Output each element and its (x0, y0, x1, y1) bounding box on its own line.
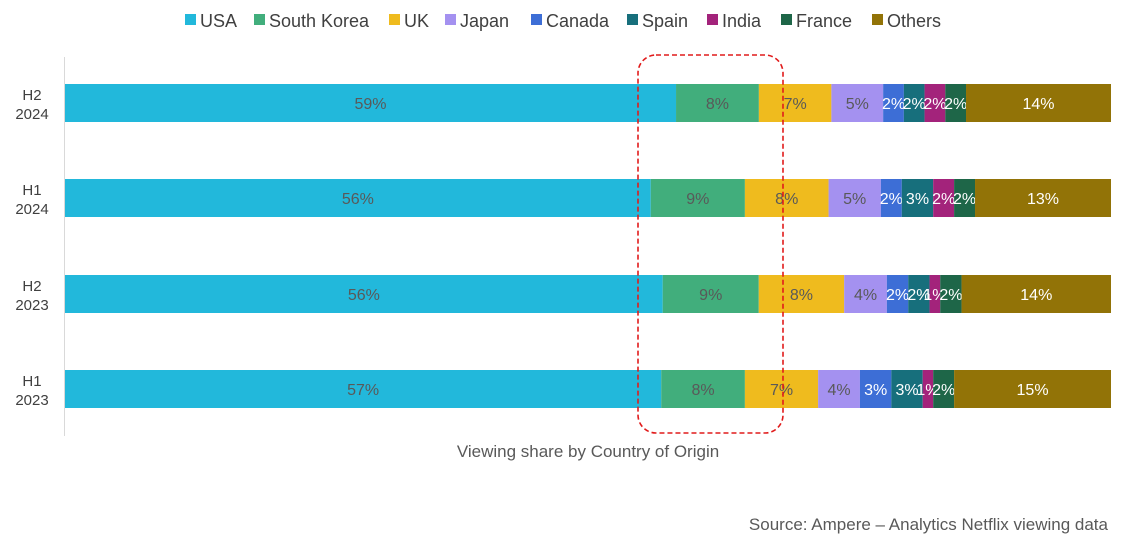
legend-label-south-korea: South Korea (269, 11, 370, 31)
legend: USA South Korea UK Japan Canada Spain India Fra… (185, 11, 941, 31)
bar-segment-south-korea (676, 84, 759, 122)
bar-segment-usa (65, 179, 651, 217)
data-label-japan: 5% (843, 191, 866, 208)
bar-segment-france (954, 179, 976, 217)
legend-label-uk: UK (404, 11, 429, 31)
bar-segment-india (933, 179, 955, 217)
bar-segment-canada (859, 370, 892, 408)
legend-label-usa: USA (200, 11, 237, 31)
bar-segment-south-korea (662, 275, 759, 313)
bar-segment-uk (744, 179, 829, 217)
bar-segment-japan (818, 370, 860, 408)
legend-label-spain: Spain (642, 11, 688, 31)
bar-segment-canada (880, 179, 902, 217)
bar-segment-usa (65, 275, 663, 313)
legend-swatch-india (707, 14, 718, 25)
legend-label-others: Others (887, 11, 941, 31)
data-label-japan: 4% (827, 382, 850, 399)
legend-swatch-others (872, 14, 883, 25)
data-label-spain: 2% (903, 96, 926, 113)
bar-segment-france (933, 370, 955, 408)
data-label-south-korea: 9% (699, 287, 722, 304)
data-label-south-korea: 8% (706, 96, 729, 113)
bar-segment-usa (65, 84, 677, 122)
data-label-usa: 59% (354, 96, 386, 113)
data-label-canada: 2% (882, 96, 905, 113)
bar-segment-japan (844, 275, 887, 313)
data-label-others: 14% (1020, 287, 1052, 304)
bar-segment-canada (886, 275, 909, 313)
legend-label-france: France (796, 11, 852, 31)
category-label: H1 2024 (15, 182, 48, 218)
bar-segment-spain (891, 370, 923, 408)
bar-segment-others (954, 370, 1111, 408)
data-label-canada: 3% (864, 382, 887, 399)
data-label-france: 2% (944, 96, 967, 113)
category-label: H1 2023 (15, 373, 48, 409)
data-label-india: 2% (932, 191, 955, 208)
data-label-france: 2% (932, 382, 955, 399)
data-label-usa: 56% (348, 287, 380, 304)
data-label-canada: 2% (886, 287, 909, 304)
bar-segment-uk (758, 275, 845, 313)
data-label-japan: 4% (854, 287, 877, 304)
data-label-spain: 3% (895, 382, 918, 399)
bar-segment-france (945, 84, 967, 122)
bar-segment-india (922, 370, 934, 408)
legend-label-japan: Japan (460, 11, 509, 31)
data-label-uk: 7% (770, 382, 793, 399)
bar-segment-south-korea (650, 179, 745, 217)
bar-segment-japan (828, 179, 881, 217)
data-label-canada: 2% (880, 191, 903, 208)
bar-segment-others (975, 179, 1111, 217)
source-note: Source: Ampere – Analytics Netflix viewi… (749, 515, 1109, 534)
category-label: H2 2024 (15, 87, 48, 123)
bars: 59% 8% 7% 5% 2%2%2%2% 14%56% 9% 8% 5% 2% 3% 2%2% 13%… (65, 84, 1111, 408)
category-label: H2 2023 (15, 278, 48, 314)
bar-segment-japan (831, 84, 884, 122)
bar-segment-south-korea (661, 370, 745, 408)
bar-segment-spain (901, 179, 934, 217)
data-label-others: 14% (1022, 96, 1054, 113)
bar-segment-spain (908, 275, 930, 313)
highlight-annotation (637, 54, 784, 434)
legend-swatch-usa (185, 14, 196, 25)
data-label-uk: 8% (790, 287, 813, 304)
legend-swatch-uk (389, 14, 400, 25)
x-axis-title: Viewing share by Country of Origin (457, 442, 719, 461)
bar-segment-spain (903, 84, 925, 122)
bar-segment-uk (744, 370, 819, 408)
legend-label-india: India (722, 11, 762, 31)
bar-segment-india (929, 275, 941, 313)
bar-segment-others (961, 275, 1111, 313)
data-label-usa: 56% (342, 191, 374, 208)
data-label-others: 13% (1027, 191, 1059, 208)
bar-segment-others (966, 84, 1111, 122)
bar-segment-uk (758, 84, 832, 122)
data-label-spain: 3% (906, 191, 929, 208)
data-label-others: 15% (1017, 382, 1049, 399)
legend-swatch-japan (445, 14, 456, 25)
data-label-france: 2% (953, 191, 976, 208)
bar-segment-usa (65, 370, 662, 408)
legend-swatch-spain (627, 14, 638, 25)
legend-swatch-france (781, 14, 792, 25)
legend-swatch-canada (531, 14, 542, 25)
legend-label-canada: Canada (546, 11, 610, 31)
data-label-india: 2% (923, 96, 946, 113)
data-label-spain: 2% (907, 287, 930, 304)
bar-segment-france (940, 275, 962, 313)
data-label-south-korea: 8% (691, 382, 714, 399)
bar-segment-canada (883, 84, 904, 122)
legend-swatch-south-korea (254, 14, 265, 25)
category-labels: H2 2024 H1 2024 H2 2023 H1 2023 (15, 87, 48, 409)
data-label-usa: 57% (347, 382, 379, 399)
data-label-uk: 7% (784, 96, 807, 113)
data-label-uk: 8% (775, 191, 798, 208)
bar-segment-india (924, 84, 946, 122)
data-label-south-korea: 9% (686, 191, 709, 208)
data-label-france: 2% (939, 287, 962, 304)
data-label-japan: 5% (846, 96, 869, 113)
